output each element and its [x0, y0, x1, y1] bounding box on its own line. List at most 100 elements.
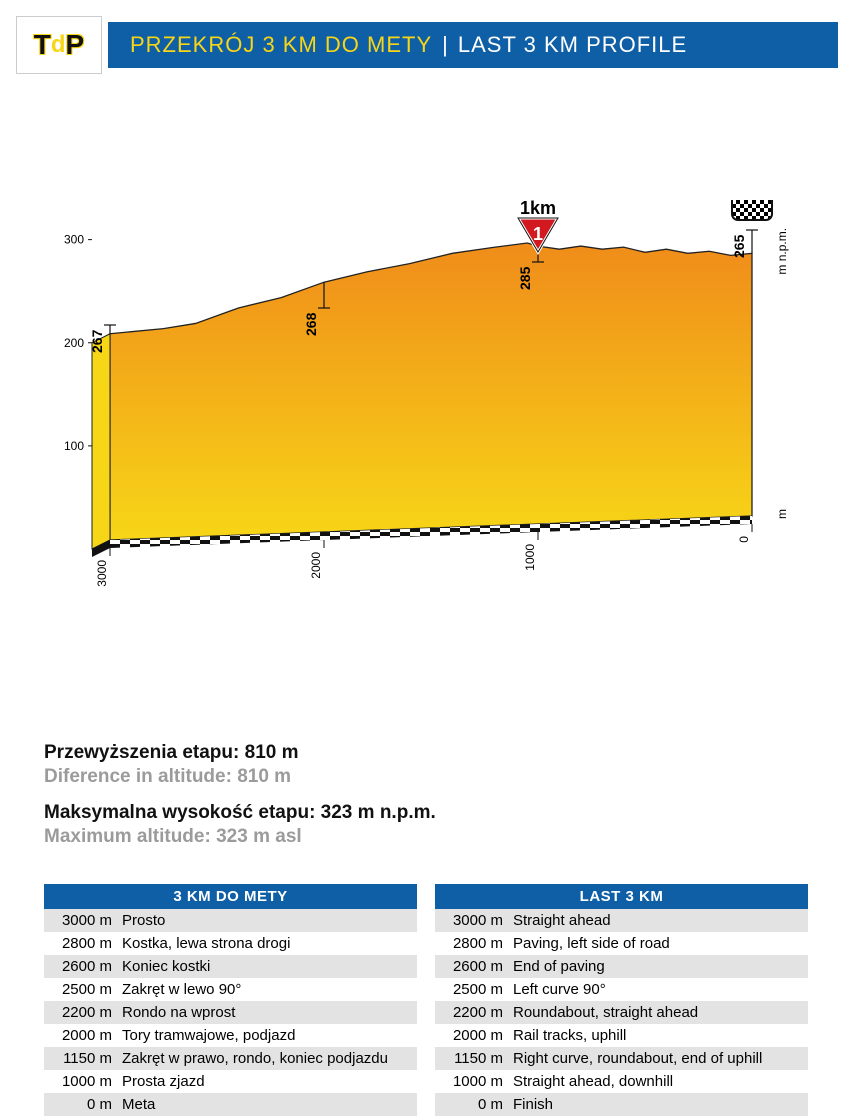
- table-distance: 1150 m: [441, 1050, 513, 1067]
- table-header: LAST 3 KM: [435, 884, 808, 909]
- table-pl: 3 KM DO METY 3000 mProsto2800 mKostka, l…: [44, 884, 417, 1116]
- elevation-side: [92, 334, 110, 549]
- table-row: 1150 mZakręt w prawo, rondo, koniec podj…: [44, 1047, 417, 1070]
- table-distance: 2000 m: [50, 1027, 122, 1044]
- stat-label: Maximum altitude:: [44, 826, 211, 847]
- table-distance: 2500 m: [50, 981, 122, 998]
- table-row: 0 mMeta: [44, 1093, 417, 1116]
- table-en: LAST 3 KM 3000 mStraight ahead2800 mPavi…: [435, 884, 808, 1116]
- table-distance: 1000 m: [441, 1073, 513, 1090]
- table-row: 0 mFinish: [435, 1093, 808, 1116]
- x-tick: 2000: [309, 552, 323, 579]
- table-description: Rondo na wprost: [122, 1004, 411, 1021]
- stat-value: 323 m asl: [216, 826, 302, 847]
- table-row: 3000 mStraight ahead: [435, 909, 808, 932]
- table-row: 2800 mPaving, left side of road: [435, 932, 808, 955]
- header-bar: PRZEKRÓJ 3 KM DO METY | LAST 3 KM PROFIL…: [108, 22, 838, 68]
- table-row: 1000 mStraight ahead, downhill: [435, 1070, 808, 1093]
- x-tick: 0: [737, 536, 751, 543]
- stats-block: Przewyższenia etapu: 810 m Diference in …: [44, 742, 808, 862]
- y-tick: 200: [64, 336, 84, 350]
- stat-value: 810 m: [245, 742, 299, 763]
- table-row: 2000 mRail tracks, uphill: [435, 1024, 808, 1047]
- x-tick: 1000: [523, 544, 537, 571]
- elevation-fill: [110, 243, 752, 540]
- table-distance: 2800 m: [441, 935, 513, 952]
- marker-altitude: 268: [303, 312, 319, 336]
- table-description: Straight ahead, downhill: [513, 1073, 802, 1090]
- logo-p: P: [66, 29, 85, 61]
- table-distance: 2500 m: [441, 981, 513, 998]
- table-body: 3000 mStraight ahead2800 mPaving, left s…: [435, 909, 808, 1116]
- stat-label: Przewyższenia etapu:: [44, 742, 239, 763]
- table-row: 2600 mEnd of paving: [435, 955, 808, 978]
- table-row: 2800 mKostka, lewa strona drogi: [44, 932, 417, 955]
- table-description: Zakręt w prawo, rondo, koniec podjazdu: [122, 1050, 411, 1067]
- table-description: Koniec kostki: [122, 958, 411, 975]
- stat-value: 810 m: [237, 766, 291, 787]
- tables-row: 3 KM DO METY 3000 mProsto2800 mKostka, l…: [44, 884, 808, 1116]
- table-description: Roundabout, straight ahead: [513, 1004, 802, 1021]
- table-distance: 2200 m: [441, 1004, 513, 1021]
- table-distance: 2600 m: [50, 958, 122, 975]
- marker-altitude: 285: [517, 266, 533, 290]
- table-distance: 1150 m: [50, 1050, 122, 1067]
- stat-elevation-en: Diference in altitude: 810 m: [44, 766, 808, 788]
- header-title-pl: PRZEKRÓJ 3 KM DO METY: [130, 32, 432, 58]
- table-description: End of paving: [513, 958, 802, 975]
- marker-altitude: 265: [731, 234, 747, 258]
- table-distance: 0 m: [50, 1096, 122, 1113]
- header-title-en: LAST 3 KM PROFILE: [458, 32, 687, 58]
- table-distance: 2800 m: [50, 935, 122, 952]
- table-description: Paving, left side of road: [513, 935, 802, 952]
- table-description: Rail tracks, uphill: [513, 1027, 802, 1044]
- table-distance: 3000 m: [50, 912, 122, 929]
- table-row: 2500 mZakręt w lewo 90°: [44, 978, 417, 1001]
- table-distance: 2600 m: [441, 958, 513, 975]
- table-description: Finish: [513, 1096, 802, 1113]
- km-label: 1km: [520, 200, 556, 218]
- chart-svg: 100 200 300 3000 2000 1000 0 m n.p.m. m 267 268 285…: [40, 200, 812, 600]
- y-tick: 300: [64, 233, 84, 247]
- km-number: 1: [533, 224, 543, 244]
- table-row: 1150 mRight curve, roundabout, end of up…: [435, 1047, 808, 1070]
- table-row: 2200 mRoundabout, straight ahead: [435, 1001, 808, 1024]
- y-axis-label-top: m n.p.m.: [775, 228, 789, 275]
- table-description: Prosta zjazd: [122, 1073, 411, 1090]
- table-row: 2500 mLeft curve 90°: [435, 978, 808, 1001]
- stat-elevation-pl: Przewyższenia etapu: 810 m: [44, 742, 808, 764]
- table-description: Kostka, lewa strona drogi: [122, 935, 411, 952]
- table-description: Zakręt w lewo 90°: [122, 981, 411, 998]
- y-tick: 100: [64, 439, 84, 453]
- finish-flag-icon: [732, 200, 772, 220]
- x-tick: 3000: [95, 560, 109, 587]
- table-distance: 2200 m: [50, 1004, 122, 1021]
- stat-value: 323 m n.p.m.: [321, 802, 436, 823]
- table-description: Left curve 90°: [513, 981, 802, 998]
- header-separator: |: [442, 32, 448, 58]
- table-description: Right curve, roundabout, end of uphill: [513, 1050, 802, 1067]
- table-row: 1000 mProsta zjazd: [44, 1070, 417, 1093]
- marker-altitude: 267: [89, 329, 105, 353]
- table-header: 3 KM DO METY: [44, 884, 417, 909]
- y-axis-label-bottom: m: [775, 509, 789, 519]
- table-row: 2600 mKoniec kostki: [44, 955, 417, 978]
- elevation-chart: 100 200 300 3000 2000 1000 0 m n.p.m. m 267 268 285…: [40, 200, 812, 600]
- table-row: 2000 mTory tramwajowe, podjazd: [44, 1024, 417, 1047]
- table-distance: 3000 m: [441, 912, 513, 929]
- table-description: Prosto: [122, 912, 411, 929]
- logo-t: T: [34, 29, 51, 61]
- table-row: 2200 mRondo na wprost: [44, 1001, 417, 1024]
- stat-label: Maksymalna wysokość etapu:: [44, 802, 315, 823]
- table-row: 3000 mProsto: [44, 909, 417, 932]
- stat-maxalt-pl: Maksymalna wysokość etapu: 323 m n.p.m.: [44, 802, 808, 824]
- table-distance: 2000 m: [441, 1027, 513, 1044]
- table-distance: 1000 m: [50, 1073, 122, 1090]
- stat-label: Diference in altitude:: [44, 766, 232, 787]
- table-distance: 0 m: [441, 1096, 513, 1113]
- logo-d: d: [51, 31, 66, 59]
- table-body: 3000 mProsto2800 mKostka, lewa strona dr…: [44, 909, 417, 1116]
- table-description: Tory tramwajowe, podjazd: [122, 1027, 411, 1044]
- table-description: Meta: [122, 1096, 411, 1113]
- stat-maxalt-en: Maximum altitude: 323 m asl: [44, 826, 808, 848]
